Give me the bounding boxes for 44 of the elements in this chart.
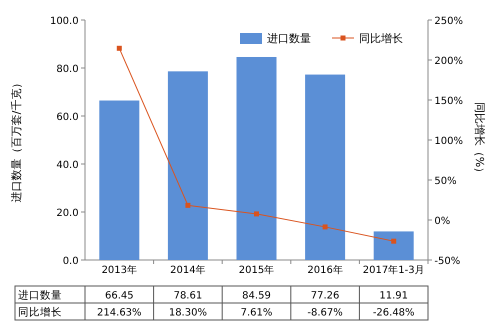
data-label: 77.26 xyxy=(310,290,340,302)
legend-label: 进口数量 xyxy=(267,32,311,45)
y-tick-label: 80.0 xyxy=(56,64,79,75)
point xyxy=(185,202,190,208)
data-label: 11.91 xyxy=(379,290,408,302)
y2-tick-label: 200% xyxy=(434,56,463,67)
y-tick-label: 100.0 xyxy=(50,16,79,27)
point xyxy=(254,211,259,216)
bar xyxy=(236,56,276,260)
x-tick-label: 2015年 xyxy=(238,264,274,276)
y2-tick-label: 150% xyxy=(434,96,463,107)
x-tick-label: 2013年 xyxy=(102,264,138,276)
y-axis-title: 进口数量（百万套/千克） xyxy=(10,78,23,202)
bar xyxy=(99,100,140,260)
point xyxy=(116,46,122,51)
y-tick-label: 40.0 xyxy=(56,160,79,171)
data-label: 214.63% xyxy=(97,308,142,318)
y-tick-label: 0.0 xyxy=(62,256,79,267)
text: 进口数量 xyxy=(18,290,62,302)
y-tick-label: 20.0 xyxy=(56,208,79,219)
y2-axis-title: 同比增长（%） xyxy=(473,102,486,178)
y2-tick-label: 0% xyxy=(434,216,450,227)
bar xyxy=(374,231,414,260)
y2-tick-label: 250% xyxy=(434,16,463,27)
x-tick-label: 2017年1-3月 xyxy=(362,264,425,276)
bar xyxy=(168,71,208,260)
y2-tick-label: 50% xyxy=(434,176,457,187)
data-label: 78.61 xyxy=(174,290,202,302)
bar xyxy=(305,74,346,260)
data-label: 66.45 xyxy=(104,290,134,302)
data-label: 7.61% xyxy=(240,308,272,318)
legend-label: 同比增长 xyxy=(359,32,403,45)
y2-tick-label: 100% xyxy=(434,136,463,147)
x-tick-label: 2016年 xyxy=(307,264,343,276)
point xyxy=(322,224,328,230)
y-tick-label: 60.0 xyxy=(56,112,79,123)
data-label: -26.48% xyxy=(372,308,415,318)
x-tick-label: 2014年 xyxy=(170,264,206,276)
data-label: 18.30% xyxy=(168,308,207,318)
text: 同比增长 xyxy=(18,306,62,318)
data-label: -8.67% xyxy=(307,308,343,318)
data-label: 84.59 xyxy=(242,290,271,302)
y2-tick-label: -50% xyxy=(434,256,460,267)
point xyxy=(391,238,396,244)
